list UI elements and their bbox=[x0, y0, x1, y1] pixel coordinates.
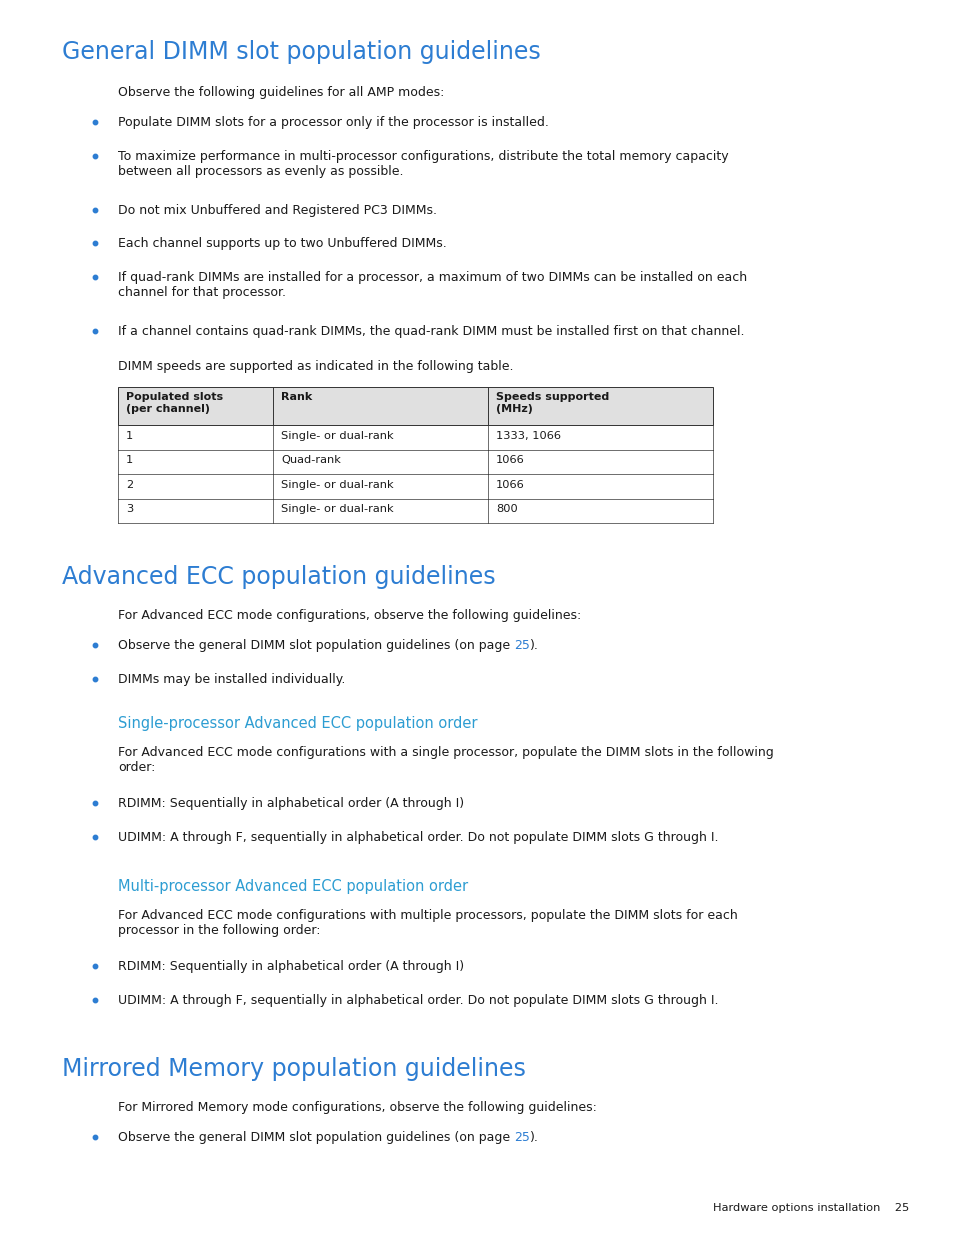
Text: Advanced ECC population guidelines: Advanced ECC population guidelines bbox=[62, 564, 496, 589]
Text: Each channel supports up to two Unbuffered DIMMs.: Each channel supports up to two Unbuffer… bbox=[118, 237, 446, 249]
Text: ).: ). bbox=[530, 1131, 538, 1144]
Text: Do not mix Unbuffered and Registered PC3 DIMMs.: Do not mix Unbuffered and Registered PC3… bbox=[118, 204, 436, 216]
Text: UDIMM: A through F, sequentially in alphabetical order. Do not populate DIMM slo: UDIMM: A through F, sequentially in alph… bbox=[118, 830, 718, 844]
Text: General DIMM slot population guidelines: General DIMM slot population guidelines bbox=[62, 40, 540, 64]
Text: Observe the following guidelines for all AMP modes:: Observe the following guidelines for all… bbox=[118, 86, 444, 99]
Text: Populate DIMM slots for a processor only if the processor is installed.: Populate DIMM slots for a processor only… bbox=[118, 116, 548, 128]
Text: 1: 1 bbox=[126, 454, 133, 466]
Text: For Advanced ECC mode configurations, observe the following guidelines:: For Advanced ECC mode configurations, ob… bbox=[118, 609, 580, 622]
Text: 1066: 1066 bbox=[496, 454, 524, 466]
Text: Single-processor Advanced ECC population order: Single-processor Advanced ECC population… bbox=[118, 716, 477, 731]
Text: Multi-processor Advanced ECC population order: Multi-processor Advanced ECC population … bbox=[118, 879, 468, 894]
Text: For Advanced ECC mode configurations with multiple processors, populate the DIMM: For Advanced ECC mode configurations wit… bbox=[118, 909, 737, 937]
Bar bbox=[118, 387, 712, 425]
Text: 800: 800 bbox=[496, 504, 517, 514]
Text: RDIMM: Sequentially in alphabetical order (A through I): RDIMM: Sequentially in alphabetical orde… bbox=[118, 960, 464, 973]
Text: For Mirrored Memory mode configurations, observe the following guidelines:: For Mirrored Memory mode configurations,… bbox=[118, 1100, 597, 1114]
Text: Single- or dual-rank: Single- or dual-rank bbox=[281, 479, 394, 489]
Text: UDIMM: A through F, sequentially in alphabetical order. Do not populate DIMM slo: UDIMM: A through F, sequentially in alph… bbox=[118, 993, 718, 1007]
Text: For Advanced ECC mode configurations with a single processor, populate the DIMM : For Advanced ECC mode configurations wit… bbox=[118, 746, 773, 774]
Text: 3: 3 bbox=[126, 504, 133, 514]
Text: DIMMs may be installed individually.: DIMMs may be installed individually. bbox=[118, 673, 345, 685]
Text: 1: 1 bbox=[126, 431, 133, 441]
Text: Speeds supported
(MHz): Speeds supported (MHz) bbox=[496, 391, 609, 414]
Text: 25: 25 bbox=[514, 1131, 530, 1144]
Text: Quad-rank: Quad-rank bbox=[281, 454, 340, 466]
Text: Mirrored Memory population guidelines: Mirrored Memory population guidelines bbox=[62, 1057, 525, 1081]
Text: Populated slots
(per channel): Populated slots (per channel) bbox=[126, 391, 223, 414]
Text: Rank: Rank bbox=[281, 391, 312, 403]
Text: 2: 2 bbox=[126, 479, 133, 489]
Text: 25: 25 bbox=[514, 638, 530, 652]
Text: Observe the general DIMM slot population guidelines (on page: Observe the general DIMM slot population… bbox=[118, 1131, 514, 1144]
Text: RDIMM: Sequentially in alphabetical order (A through I): RDIMM: Sequentially in alphabetical orde… bbox=[118, 797, 464, 810]
Text: If quad-rank DIMMs are installed for a processor, a maximum of two DIMMs can be : If quad-rank DIMMs are installed for a p… bbox=[118, 270, 746, 299]
Text: Hardware options installation    25: Hardware options installation 25 bbox=[712, 1203, 908, 1213]
Text: To maximize performance in multi-processor configurations, distribute the total : To maximize performance in multi-process… bbox=[118, 149, 728, 178]
Text: If a channel contains quad-rank DIMMs, the quad-rank DIMM must be installed firs: If a channel contains quad-rank DIMMs, t… bbox=[118, 325, 743, 337]
Text: 1066: 1066 bbox=[496, 479, 524, 489]
Text: ).: ). bbox=[530, 638, 538, 652]
Text: Single- or dual-rank: Single- or dual-rank bbox=[281, 504, 394, 514]
Text: Observe the general DIMM slot population guidelines (on page: Observe the general DIMM slot population… bbox=[118, 638, 514, 652]
Text: DIMM speeds are supported as indicated in the following table.: DIMM speeds are supported as indicated i… bbox=[118, 359, 513, 373]
Text: 1333, 1066: 1333, 1066 bbox=[496, 431, 560, 441]
Text: Single- or dual-rank: Single- or dual-rank bbox=[281, 431, 394, 441]
